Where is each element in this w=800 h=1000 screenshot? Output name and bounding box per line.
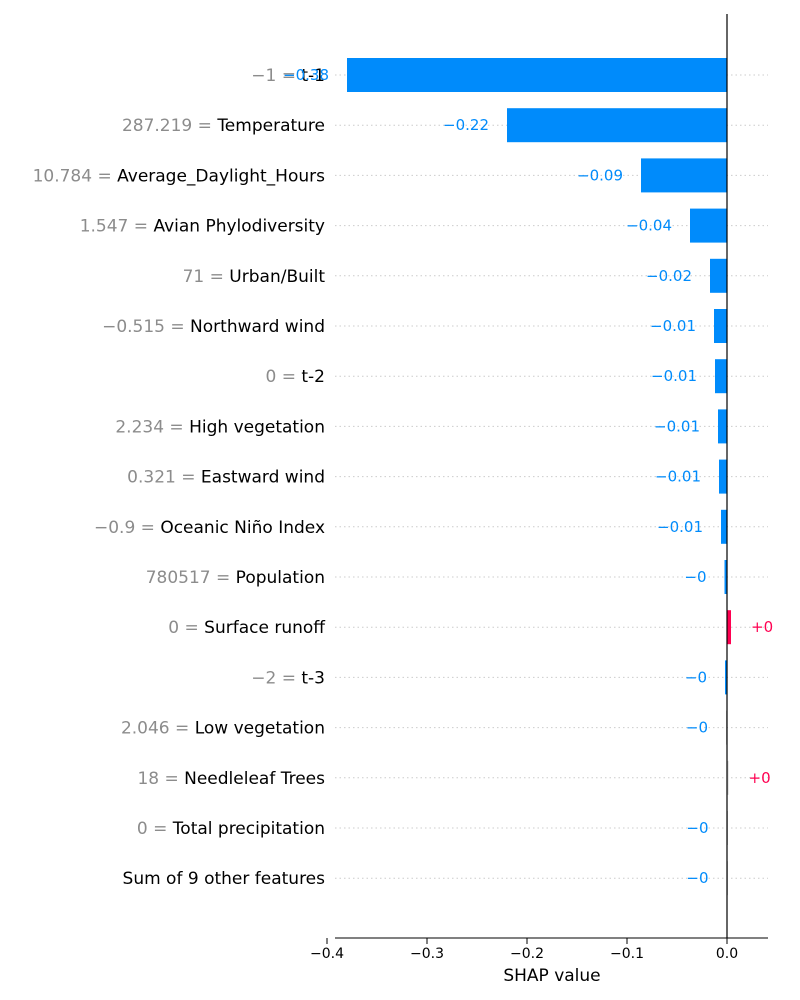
- feature-label: 0.321 = Eastward wind: [127, 468, 325, 488]
- shap-bar: [641, 158, 727, 193]
- feature-name: t-3: [301, 668, 325, 688]
- bar-value-label: −0.02: [646, 267, 692, 285]
- feature-value: 0.321 =: [127, 468, 201, 488]
- shap-bar: [719, 459, 727, 494]
- shap-bar: [347, 58, 727, 92]
- feature-value: −0.9 =: [94, 518, 160, 538]
- feature-label: 2.234 = High vegetation: [115, 417, 325, 437]
- feature-name: t-2: [301, 367, 325, 387]
- feature-name: High vegetation: [189, 417, 325, 437]
- feature-name: Population: [236, 568, 325, 588]
- feature-name: Avian Phylodiversity: [153, 217, 325, 237]
- feature-value: −0.515 =: [102, 317, 190, 337]
- feature-value: 71 =: [183, 267, 230, 287]
- x-tick-label: −0.2: [510, 946, 544, 962]
- feature-name: Surface runoff: [204, 618, 326, 638]
- shap-bar: [710, 258, 727, 293]
- x-axis-label: SHAP value: [503, 966, 600, 986]
- x-tick-label: −0.3: [410, 946, 444, 962]
- feature-label: 1.547 = Avian Phylodiversity: [80, 217, 325, 237]
- bar-value-label: −0.01: [654, 417, 700, 435]
- bar-value-label: +0: [751, 618, 773, 636]
- feature-label: 71 = Urban/Built: [183, 267, 326, 287]
- bars: [347, 58, 731, 896]
- feature-value: 0 =: [266, 367, 302, 387]
- feature-value: 2.234 =: [115, 417, 189, 437]
- feature-value: 780517 =: [146, 568, 236, 588]
- feature-label: 0 = Surface runoff: [168, 618, 326, 638]
- shap-bar: [721, 509, 727, 544]
- feature-label: −1 = t-1: [251, 66, 325, 86]
- feature-label: 10.784 = Average_Daylight_Hours: [33, 166, 326, 186]
- bar-value-label: −0.09: [577, 166, 623, 184]
- shap-bar: [724, 560, 727, 594]
- feature-name: Temperature: [216, 116, 325, 136]
- feature-name: Eastward wind: [201, 468, 325, 488]
- feature-label: 0 = Total precipitation: [137, 819, 325, 839]
- feature-value: 1.547 =: [80, 217, 154, 237]
- feature-name: Low vegetation: [195, 719, 325, 739]
- x-tick-label: −0.4: [310, 946, 344, 962]
- bar-value-label: −0: [685, 668, 707, 686]
- feature-label: −0.9 = Oceanic Niño Index: [94, 518, 325, 538]
- feature-name: Needleleaf Trees: [184, 769, 325, 789]
- shap-bar: [690, 208, 727, 243]
- bar-value-label: −0: [684, 568, 706, 586]
- feature-value: −2 =: [251, 668, 301, 688]
- shap-bar: [725, 660, 727, 695]
- feature-label: 2.046 = Low vegetation: [121, 719, 325, 739]
- feature-label: 18 = Needleleaf Trees: [137, 769, 325, 789]
- bar-value-label: −0: [686, 719, 708, 737]
- feature-label: 780517 = Population: [146, 568, 325, 588]
- feature-name: Total precipitation: [172, 819, 325, 839]
- bar-value-label: −0.01: [657, 518, 703, 536]
- x-axis-ticks: −0.4 −0.3 −0.2 −0.1 0.0: [310, 938, 738, 962]
- feature-name: Northward wind: [190, 317, 325, 337]
- feature-value: 10.784 =: [33, 166, 118, 186]
- feature-value: 0 =: [137, 819, 173, 839]
- x-tick-label: 0.0: [716, 946, 738, 962]
- feature-value: 0 =: [168, 618, 204, 638]
- bar-value-label: +0: [749, 769, 771, 787]
- feature-name: Urban/Built: [229, 267, 325, 287]
- feature-label: 287.219 = Temperature: [122, 116, 325, 136]
- shap-bar: [727, 760, 729, 795]
- feature-labels: −1 = t-1 287.219 = Temperature 10.784 = Av…: [33, 66, 327, 889]
- bar-value-label: −0: [686, 819, 708, 837]
- bar-value-label: −0.38: [283, 66, 329, 84]
- feature-label: −2 = t-3: [251, 668, 325, 688]
- feature-name: t-1: [301, 66, 325, 86]
- x-tick-label: −0.1: [610, 946, 644, 962]
- shap-bar: [718, 409, 727, 444]
- shap-bar: [507, 108, 727, 143]
- bar-value-label: −0.01: [650, 317, 696, 335]
- shap-bar: [714, 309, 727, 343]
- feature-value: −1 =: [251, 66, 301, 86]
- bar-value-labels: −0.38 −0.22 −0.09 −0.04 −0.02 −0.01 −0.01 −0.01…: [283, 66, 773, 887]
- feature-value: 18 =: [137, 769, 184, 789]
- shap-bar: [715, 359, 727, 394]
- feature-name: Oceanic Niño Index: [160, 518, 325, 538]
- bar-value-label: −0.22: [443, 116, 489, 134]
- bar-value-label: −0.01: [651, 367, 697, 385]
- feature-label: Sum of 9 other features: [123, 869, 326, 889]
- feature-name: Sum of 9 other features: [123, 869, 326, 889]
- feature-label: −0.515 = Northward wind: [102, 317, 325, 337]
- bar-value-label: −0: [686, 869, 708, 887]
- feature-value: 2.046 =: [121, 719, 195, 739]
- feature-name: Average_Daylight_Hours: [117, 166, 325, 186]
- bar-value-label: −0.04: [626, 217, 672, 235]
- bar-value-label: −0.01: [655, 468, 701, 486]
- feature-label: 0 = t-2: [266, 367, 326, 387]
- shap-bar: [727, 610, 731, 645]
- feature-value: 287.219 =: [122, 116, 217, 136]
- row-guides: [335, 74, 768, 879]
